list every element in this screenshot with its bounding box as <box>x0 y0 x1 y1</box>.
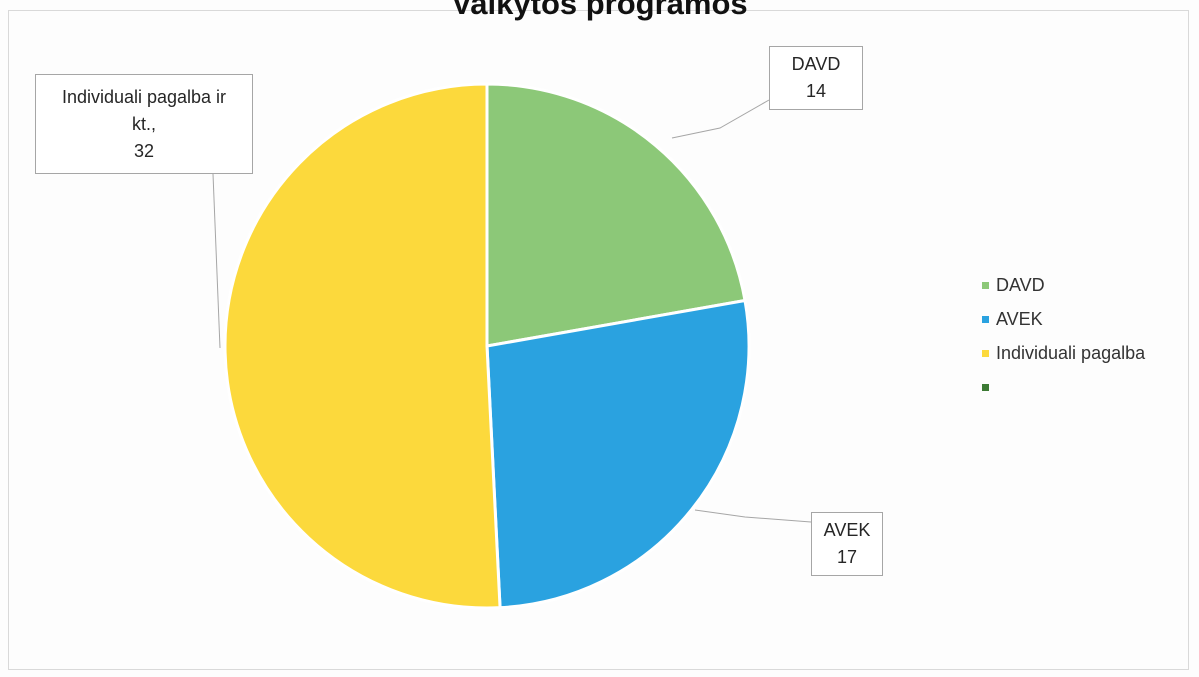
data-label-avek-value: 17 <box>836 547 858 567</box>
leader-line-individuali-pagalba <box>212 173 221 349</box>
leader-line-avek <box>694 509 812 523</box>
legend-item-individuali-pagalba: Individuali pagalba <box>982 336 1145 370</box>
legend-swatch-individuali-pagalba <box>982 349 989 357</box>
legend-label-avek: AVEK <box>996 308 1043 329</box>
data-label-avek-name: AVEK <box>823 520 871 540</box>
legend-item-davd: DAVD <box>982 268 1145 302</box>
legend-swatch-avek <box>982 315 989 323</box>
data-label-davd: DAVD 14 <box>769 46 863 110</box>
data-label-individuali-value: 32 <box>133 141 155 161</box>
data-label-individuali-line2: kt., <box>131 114 156 134</box>
legend-item-empty <box>982 370 1145 404</box>
data-label-individuali-pagalba: Individuali pagalba ir kt., 32 <box>35 74 253 174</box>
leader-lines <box>212 99 812 523</box>
data-label-avek: AVEK 17 <box>811 512 883 576</box>
chart-legend: DAVD AVEK Individuali pagalba <box>982 268 1145 404</box>
chart-title: Vaikytos programos <box>451 0 748 21</box>
pie-slice-avek <box>485 298 751 610</box>
pie-slices <box>223 82 751 610</box>
data-label-davd-value: 14 <box>805 81 827 101</box>
pie-slice-davd <box>485 82 747 348</box>
leader-line-davd <box>671 99 770 139</box>
legend-item-avek: AVEK <box>982 302 1145 336</box>
legend-label-individuali-pagalba: Individuali pagalba <box>996 342 1146 363</box>
data-label-individuali-line1: Individuali pagalba ir <box>61 87 227 107</box>
data-label-davd-name: DAVD <box>791 54 841 74</box>
pie-slice-individuali-pagalba <box>223 82 502 610</box>
chart-area-border <box>8 10 1189 670</box>
legend-swatch-davd <box>982 281 989 289</box>
legend-label-davd: DAVD <box>996 274 1045 295</box>
legend-swatch-empty <box>982 383 989 391</box>
